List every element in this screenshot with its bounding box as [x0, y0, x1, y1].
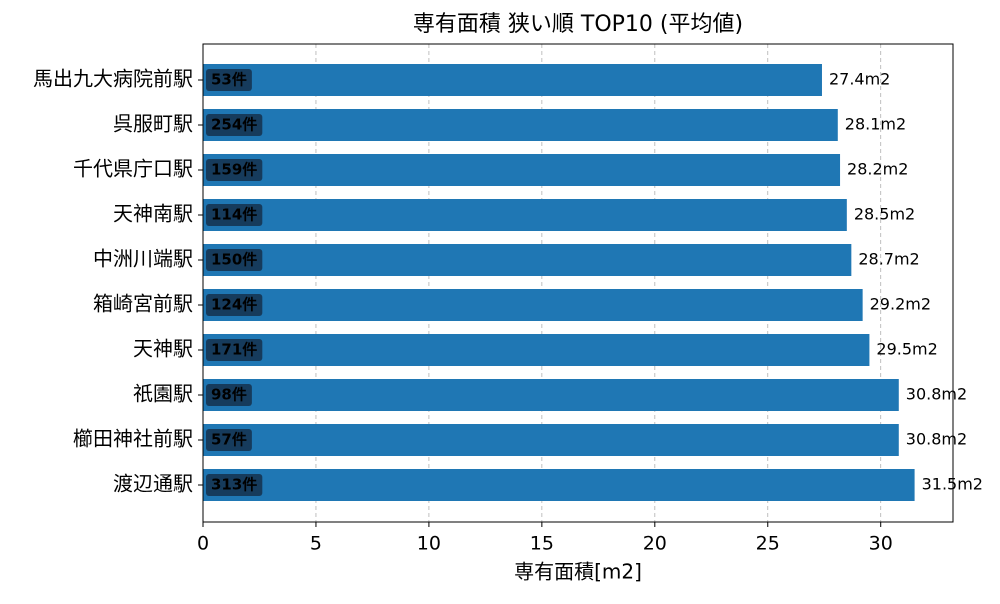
y-tick-label: 祇園駅 [133, 382, 193, 406]
y-tick-label: 櫛田神社前駅 [73, 427, 193, 451]
count-badge [206, 294, 263, 316]
count-label: 171件 [211, 341, 257, 359]
bar [203, 379, 899, 411]
count-badge [206, 474, 263, 496]
value-label: 28.5m2 [854, 205, 915, 224]
x-tick-label: 5 [310, 533, 322, 555]
count-badge [206, 69, 252, 91]
x-tick-label: 0 [197, 533, 209, 555]
y-tick-label: 千代県庁口駅 [73, 157, 193, 181]
value-label: 28.2m2 [847, 160, 908, 179]
value-label: 29.5m2 [876, 340, 937, 359]
count-label: 57件 [211, 431, 247, 449]
count-badge [206, 159, 263, 181]
count-badge [206, 384, 252, 406]
count-label: 254件 [211, 116, 257, 134]
value-label: 30.8m2 [906, 385, 967, 404]
y-tick-label: 馬出九大病院前駅 [33, 67, 193, 91]
x-tick-label: 10 [417, 533, 441, 555]
value-label: 30.8m2 [906, 430, 967, 449]
x-tick-label: 15 [530, 533, 554, 555]
y-tick-label: 中洲川端駅 [93, 247, 193, 271]
count-label: 98件 [211, 386, 247, 404]
y-tick-label: 天神南駅 [113, 202, 193, 226]
count-badge [206, 114, 263, 136]
bar [203, 199, 847, 231]
bar [203, 289, 863, 321]
value-label: 28.7m2 [858, 250, 919, 269]
bar [203, 244, 852, 276]
x-tick-label: 25 [756, 533, 780, 555]
y-tick-label: 呉服町駅 [113, 112, 193, 136]
value-label: 28.1m2 [845, 115, 906, 134]
chart-title: 専有面積 狭い順 TOP10 (平均値) [413, 12, 743, 37]
count-label: 159件 [211, 161, 257, 179]
count-label: 150件 [211, 251, 257, 269]
bar [203, 334, 870, 366]
value-label: 27.4m2 [829, 70, 890, 89]
count-label: 313件 [211, 476, 257, 494]
x-tick-label: 30 [869, 533, 893, 555]
bar [203, 64, 822, 96]
x-axis-label: 専有面積[m2] [514, 560, 642, 584]
count-label: 114件 [211, 206, 257, 224]
count-label: 53件 [211, 71, 247, 89]
value-label: 31.5m2 [922, 475, 983, 494]
bar [203, 154, 841, 186]
y-tick-label: 箱崎宮前駅 [93, 292, 193, 316]
y-tick-label: 天神駅 [133, 337, 193, 361]
x-tick-label: 20 [643, 533, 667, 555]
plot-frame [202, 43, 954, 523]
value-label: 29.2m2 [870, 295, 931, 314]
count-badge [206, 249, 263, 271]
bar [203, 424, 899, 456]
count-badge [206, 339, 263, 361]
count-badge [206, 429, 252, 451]
bar [203, 109, 838, 141]
y-tick-label: 渡辺通駅 [113, 472, 193, 496]
bar [203, 469, 915, 501]
count-badge [206, 204, 263, 226]
count-label: 124件 [211, 296, 257, 314]
